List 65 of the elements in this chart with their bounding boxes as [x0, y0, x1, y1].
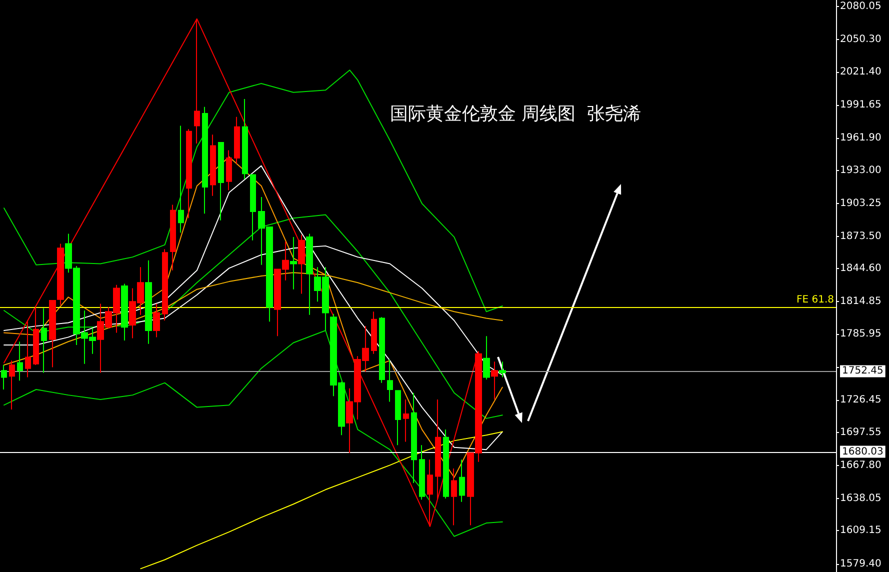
candlestick: [491, 361, 498, 400]
candlestick: [306, 233, 313, 316]
candlestick: [218, 142, 224, 221]
y-tick-label: 1785.95: [840, 328, 882, 340]
text: 国际黄金伦敦金 周线图 张尧浠: [390, 104, 642, 124]
candlestick: [33, 306, 39, 366]
y-tick-label: 2021.40: [840, 66, 882, 78]
candlestick: [371, 311, 377, 354]
ref-line-label: 1680.03: [842, 446, 884, 458]
y-tick-label: 1873.50: [840, 230, 882, 242]
y-tick-label: 1933.00: [840, 164, 882, 176]
y-tick-label: 1814.85: [840, 296, 882, 308]
candlestick: [403, 399, 409, 442]
candlestick: [443, 429, 449, 500]
candlestick: [121, 283, 128, 342]
candlestick: [210, 134, 216, 196]
candlestick: [17, 341, 23, 382]
candlestick: [170, 204, 176, 271]
y-tick-label: 2080.05: [840, 1, 882, 12]
candlestick: [186, 128, 192, 219]
candlestick: [250, 174, 256, 241]
candlestick: [451, 468, 457, 526]
y-tick-label: 1638.05: [840, 492, 882, 504]
ref-line-label: 1752.45: [842, 366, 884, 377]
ref-line-label: FE 61.8: [796, 294, 834, 306]
y-tick-label: 1697.55: [840, 426, 882, 438]
candlestick: [226, 150, 232, 191]
y-tick-label: 1726.45: [840, 394, 882, 406]
candlestick: [57, 243, 64, 306]
candlestick: [242, 98, 248, 180]
candlestick: [153, 303, 160, 338]
candlestick: [290, 236, 297, 290]
candlestick: [483, 336, 490, 380]
candlestick: [41, 308, 47, 374]
line-series: [4, 330, 503, 537]
candlestick: [499, 361, 506, 378]
candlestick: [395, 390, 401, 446]
candlestick: [145, 260, 152, 344]
candlestick: [1, 364, 7, 390]
line-series: [4, 272, 503, 366]
line-series: [4, 214, 503, 419]
line-series: [4, 18, 479, 527]
candlestick: [162, 248, 168, 321]
candlestick: [49, 300, 56, 368]
candlestick: [234, 116, 240, 164]
candlestick: [459, 459, 465, 502]
candlestick: [298, 234, 305, 294]
y-tick-label: 1961.90: [840, 132, 882, 144]
y-tick-label: 1844.60: [840, 263, 882, 274]
line-series: [140, 431, 503, 570]
y-tick-label: 2050.30: [840, 34, 882, 46]
candlestick: [202, 106, 208, 214]
candlestick: [387, 358, 393, 402]
y-tick-label: 1903.25: [840, 198, 882, 209]
y-tick-label: 1609.15: [840, 525, 882, 536]
candlestick: [178, 125, 184, 234]
candlestick: [411, 392, 417, 484]
candlestick: [379, 316, 385, 384]
candlestick: [25, 321, 31, 378]
y-tick-label: 1579.40: [840, 558, 882, 570]
candlestick: [419, 444, 425, 500]
candlestick: [435, 399, 441, 500]
y-tick-label: 1667.80: [840, 460, 882, 471]
candlestick: [9, 360, 15, 410]
y-tick-label: 1991.65: [840, 99, 882, 110]
